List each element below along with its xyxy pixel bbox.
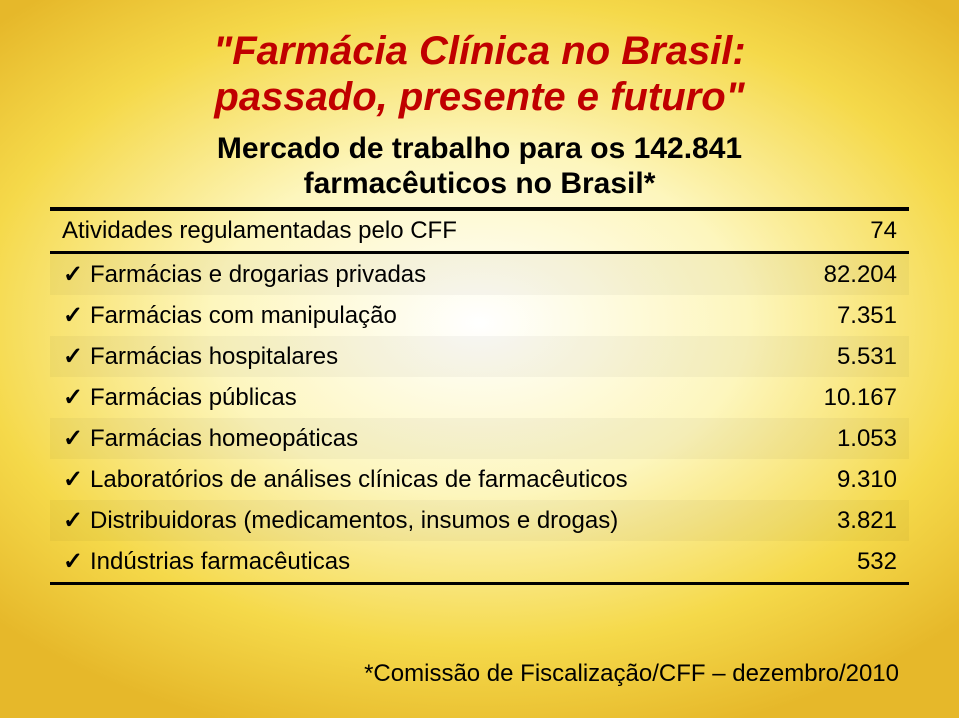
- slide: "Farmácia Clínica no Brasil: passado, pr…: [0, 0, 959, 718]
- row-value: 10.167: [769, 377, 909, 418]
- row-value: 82.204: [769, 253, 909, 296]
- check-icon: ✓: [62, 424, 84, 453]
- data-table: Atividades regulamentadas pelo CFF 74 ✓F…: [50, 207, 909, 585]
- row-value: 3.821: [769, 500, 909, 541]
- row-value: 9.310: [769, 459, 909, 500]
- row-value: 1.053: [769, 418, 909, 459]
- title-line-2: passado, presente e futuro": [50, 74, 909, 120]
- title-block: "Farmácia Clínica no Brasil: passado, pr…: [50, 28, 909, 120]
- row-label: Farmácias hospitalares: [90, 343, 338, 370]
- row-label: Farmácias públicas: [90, 384, 297, 411]
- check-icon: ✓: [62, 547, 84, 576]
- check-icon: ✓: [62, 465, 84, 494]
- table-header-row: Atividades regulamentadas pelo CFF 74: [50, 211, 909, 253]
- row-value: 7.351: [769, 295, 909, 336]
- subtitle-line-2: farmacêuticos no Brasil*: [50, 167, 909, 202]
- row-label: Farmácias homeopáticas: [90, 425, 358, 452]
- check-icon: ✓: [62, 342, 84, 371]
- table-row: ✓Indústrias farmacêuticas 532: [50, 541, 909, 584]
- table-header-value: 74: [769, 211, 909, 253]
- row-value: 5.531: [769, 336, 909, 377]
- check-icon: ✓: [62, 260, 84, 289]
- title-line-1: "Farmácia Clínica no Brasil:: [50, 28, 909, 74]
- table-row: ✓Farmácias públicas 10.167: [50, 377, 909, 418]
- table-row: ✓Farmácias com manipulação 7.351: [50, 295, 909, 336]
- subtitle-block: Mercado de trabalho para os 142.841 farm…: [50, 132, 909, 201]
- row-label: Farmácias e drogarias privadas: [90, 261, 426, 288]
- table-row: ✓Farmácias homeopáticas 1.053: [50, 418, 909, 459]
- table-row: ✓Farmácias hospitalares 5.531: [50, 336, 909, 377]
- table-row: ✓Farmácias e drogarias privadas 82.204: [50, 253, 909, 296]
- subtitle-line-1: Mercado de trabalho para os 142.841: [50, 132, 909, 167]
- row-label: Farmácias com manipulação: [90, 302, 397, 329]
- row-value: 532: [769, 541, 909, 584]
- footnote: *Comissão de Fiscalização/CFF – dezembro…: [364, 660, 899, 688]
- table-header-label: Atividades regulamentadas pelo CFF: [50, 211, 769, 253]
- table-row: ✓Laboratórios de análises clínicas de fa…: [50, 459, 909, 500]
- check-icon: ✓: [62, 301, 84, 330]
- check-icon: ✓: [62, 506, 84, 535]
- table-row: ✓Distribuidoras (medicamentos, insumos e…: [50, 500, 909, 541]
- check-icon: ✓: [62, 383, 84, 412]
- row-label: Distribuidoras (medicamentos, insumos e …: [90, 507, 618, 534]
- table: Atividades regulamentadas pelo CFF 74 ✓F…: [50, 207, 909, 585]
- row-label: Indústrias farmacêuticas: [90, 548, 350, 575]
- row-label: Laboratórios de análises clínicas de far…: [90, 466, 628, 493]
